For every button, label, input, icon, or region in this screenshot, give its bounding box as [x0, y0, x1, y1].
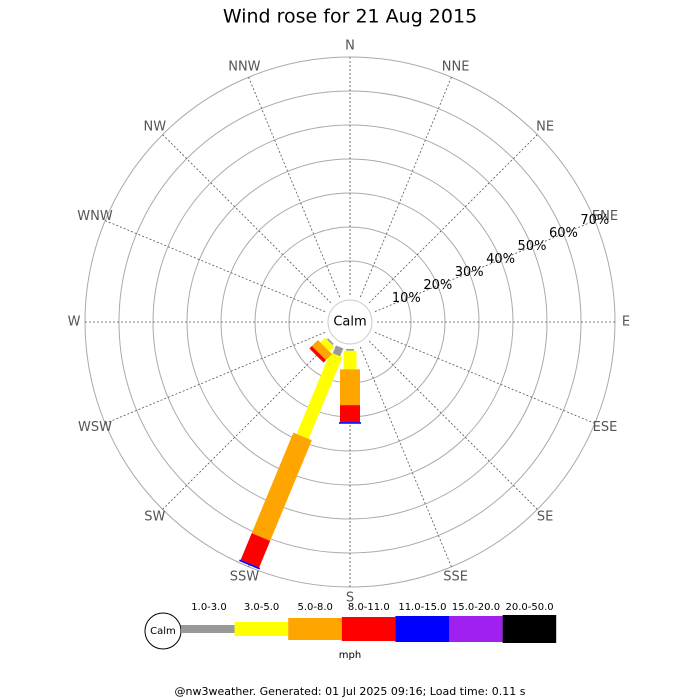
- legend-label: 11.0-15.0: [398, 602, 446, 613]
- direction-label: NNE: [442, 60, 470, 75]
- direction-label: S: [346, 591, 354, 606]
- legend-label: 15.0-20.0: [452, 602, 500, 613]
- spoke: [248, 77, 341, 298]
- bar-segment: [346, 349, 354, 351]
- legend-label: 3.0-5.0: [244, 602, 279, 613]
- calm-circle: [327, 299, 373, 345]
- bar-segment: [340, 369, 360, 406]
- r-tick-label: 70%: [580, 213, 609, 228]
- spoke: [162, 134, 332, 304]
- direction-label: N: [345, 39, 355, 54]
- legend-swatch: [288, 618, 342, 640]
- bar-segment: [309, 346, 326, 363]
- legend-swatch: [234, 622, 289, 636]
- direction-label: WNW: [77, 209, 113, 224]
- bar-segment: [339, 422, 361, 424]
- direction-label: NW: [144, 119, 167, 134]
- bar-segment: [343, 350, 357, 370]
- bar-segment: [332, 345, 344, 357]
- legend-swatch: [341, 617, 396, 641]
- spoke: [368, 340, 538, 510]
- direction-label: SE: [537, 510, 553, 525]
- legend-swatch: [502, 615, 557, 643]
- spoke: [359, 346, 452, 567]
- spoke: [359, 77, 452, 298]
- legend-label: 5.0-8.0: [297, 602, 332, 613]
- direction-label: NE: [536, 119, 554, 134]
- legend-swatch: [449, 616, 503, 642]
- direction-label: ENE: [592, 209, 618, 224]
- direction-label: WSW: [78, 420, 112, 435]
- bar-segment: [296, 352, 343, 439]
- bar-segment: [326, 338, 334, 346]
- direction-label: NNW: [228, 60, 260, 75]
- legend-label: 8.0-11.0: [348, 602, 390, 613]
- direction-label: ESE: [593, 420, 618, 435]
- bar-segment: [239, 559, 261, 570]
- spoke: [368, 134, 538, 304]
- r-tick-label: 20%: [423, 278, 452, 293]
- legend-label: 1.0-3.0: [191, 602, 226, 613]
- spoke: [374, 331, 595, 424]
- direction-label: SSE: [443, 569, 468, 584]
- r-tick-label: 30%: [455, 265, 484, 280]
- chart-title: Wind rose for 21 Aug 2015: [223, 6, 477, 28]
- legend-swatch: [395, 616, 449, 642]
- spoke: [105, 220, 326, 313]
- r-tick-label: 60%: [549, 226, 578, 241]
- bar-segment: [251, 432, 312, 541]
- r-tick-label: 40%: [486, 252, 515, 267]
- bar-segment: [320, 337, 335, 352]
- direction-label: SW: [144, 510, 165, 525]
- r-tick-label: 10%: [392, 291, 421, 306]
- r-tick-label: 50%: [518, 239, 547, 254]
- direction-label: SSW: [230, 569, 260, 584]
- unit-label: mph: [339, 650, 361, 661]
- calm-label: Calm: [333, 315, 366, 330]
- direction-label: E: [622, 315, 630, 330]
- spoke: [105, 331, 326, 424]
- footer: @nw3weather. Generated: 01 Jul 2025 09:1…: [175, 685, 526, 698]
- bar-segment: [240, 533, 271, 568]
- legend-calm-label: Calm: [150, 626, 176, 637]
- bar-segment: [340, 405, 360, 423]
- legend-swatch: [181, 625, 235, 633]
- legend-label: 20.0-50.0: [506, 602, 554, 613]
- bar-segment: [311, 340, 332, 361]
- direction-label: W: [68, 315, 81, 330]
